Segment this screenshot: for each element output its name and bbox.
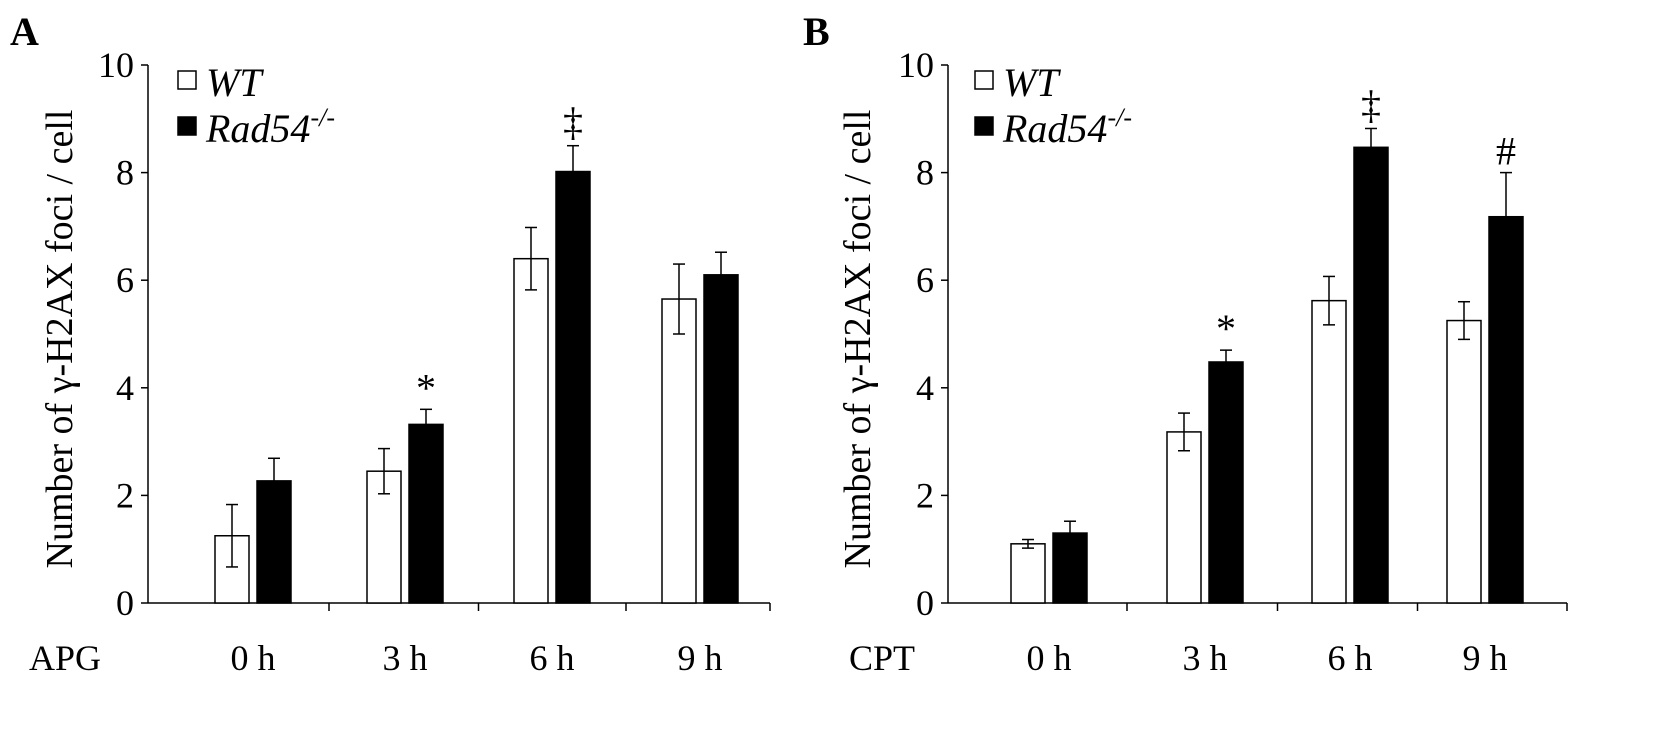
bar-wt: [513, 257, 549, 604]
y-axis-title: Number of γ-H2AX foci / cell: [39, 110, 81, 569]
legend-swatch-rad54: [177, 116, 197, 136]
y-tick-label: 2: [916, 475, 934, 515]
x-category-label: 6 h: [530, 638, 575, 678]
significance-marker: ‡: [563, 100, 583, 145]
x-category-label: 6 h: [1328, 638, 1373, 678]
bar-wt: [1446, 319, 1482, 604]
legend-swatch-wt: [974, 70, 994, 90]
bar-rad54: [408, 423, 444, 604]
y-tick-label: 6: [916, 260, 934, 300]
x-category-label: 0 h: [1027, 638, 1072, 678]
y-tick-label: 2: [116, 475, 134, 515]
bar-rad54: [1208, 361, 1244, 604]
legend-label-rad54: Rad54-/-: [1002, 103, 1132, 151]
bar-wt: [661, 298, 697, 604]
bar-wt: [1166, 431, 1202, 604]
chart-panel-a: A 0 2 4 6 8 10 Number of γ-H2AX foci / cell 0 h 3…: [10, 9, 771, 678]
treatment-label: APG: [29, 638, 101, 678]
legend-label-wt: WT: [206, 60, 264, 105]
panel-label: B: [803, 9, 830, 54]
y-tick-label: 6: [116, 260, 134, 300]
bar-rad54: [1353, 146, 1389, 604]
y-tick-label: 8: [916, 153, 934, 193]
y-tick-label: 4: [116, 368, 134, 408]
chart-panel-b: B 0 2 4 6 8 10 Number of γ-H2AX foci / cell 0 h 3…: [803, 9, 1568, 678]
legend-swatch-rad54: [974, 116, 994, 136]
significance-marker: ‡: [1361, 82, 1381, 127]
y-tick-label: 0: [116, 583, 134, 623]
x-category-label: 9 h: [1463, 638, 1508, 678]
y-tick-label: 10: [98, 45, 134, 85]
significance-marker: *: [1216, 306, 1236, 351]
treatment-label: CPT: [849, 638, 915, 678]
x-category-label: 0 h: [231, 638, 276, 678]
y-tick-label: 8: [116, 153, 134, 193]
x-category-label: 3 h: [1183, 638, 1228, 678]
y-tick-label: 10: [898, 45, 934, 85]
bar-rad54: [555, 170, 591, 604]
x-category-label: 3 h: [383, 638, 428, 678]
bar-rad54: [1488, 215, 1524, 604]
legend-label-wt: WT: [1003, 60, 1061, 105]
panel-label: A: [10, 9, 39, 54]
legend-swatch-wt: [177, 70, 197, 90]
y-tick-label: 0: [916, 583, 934, 623]
y-axis-title: Number of γ-H2AX foci / cell: [837, 110, 879, 569]
bar-rad54: [703, 274, 739, 604]
x-category-label: 9 h: [678, 638, 723, 678]
significance-marker: #: [1496, 129, 1516, 174]
bar-wt: [1311, 299, 1347, 604]
y-tick-label: 4: [916, 368, 934, 408]
legend-label-rad54: Rad54-/-: [205, 103, 335, 151]
significance-marker: *: [416, 365, 436, 410]
bar-wt: [1010, 543, 1046, 604]
